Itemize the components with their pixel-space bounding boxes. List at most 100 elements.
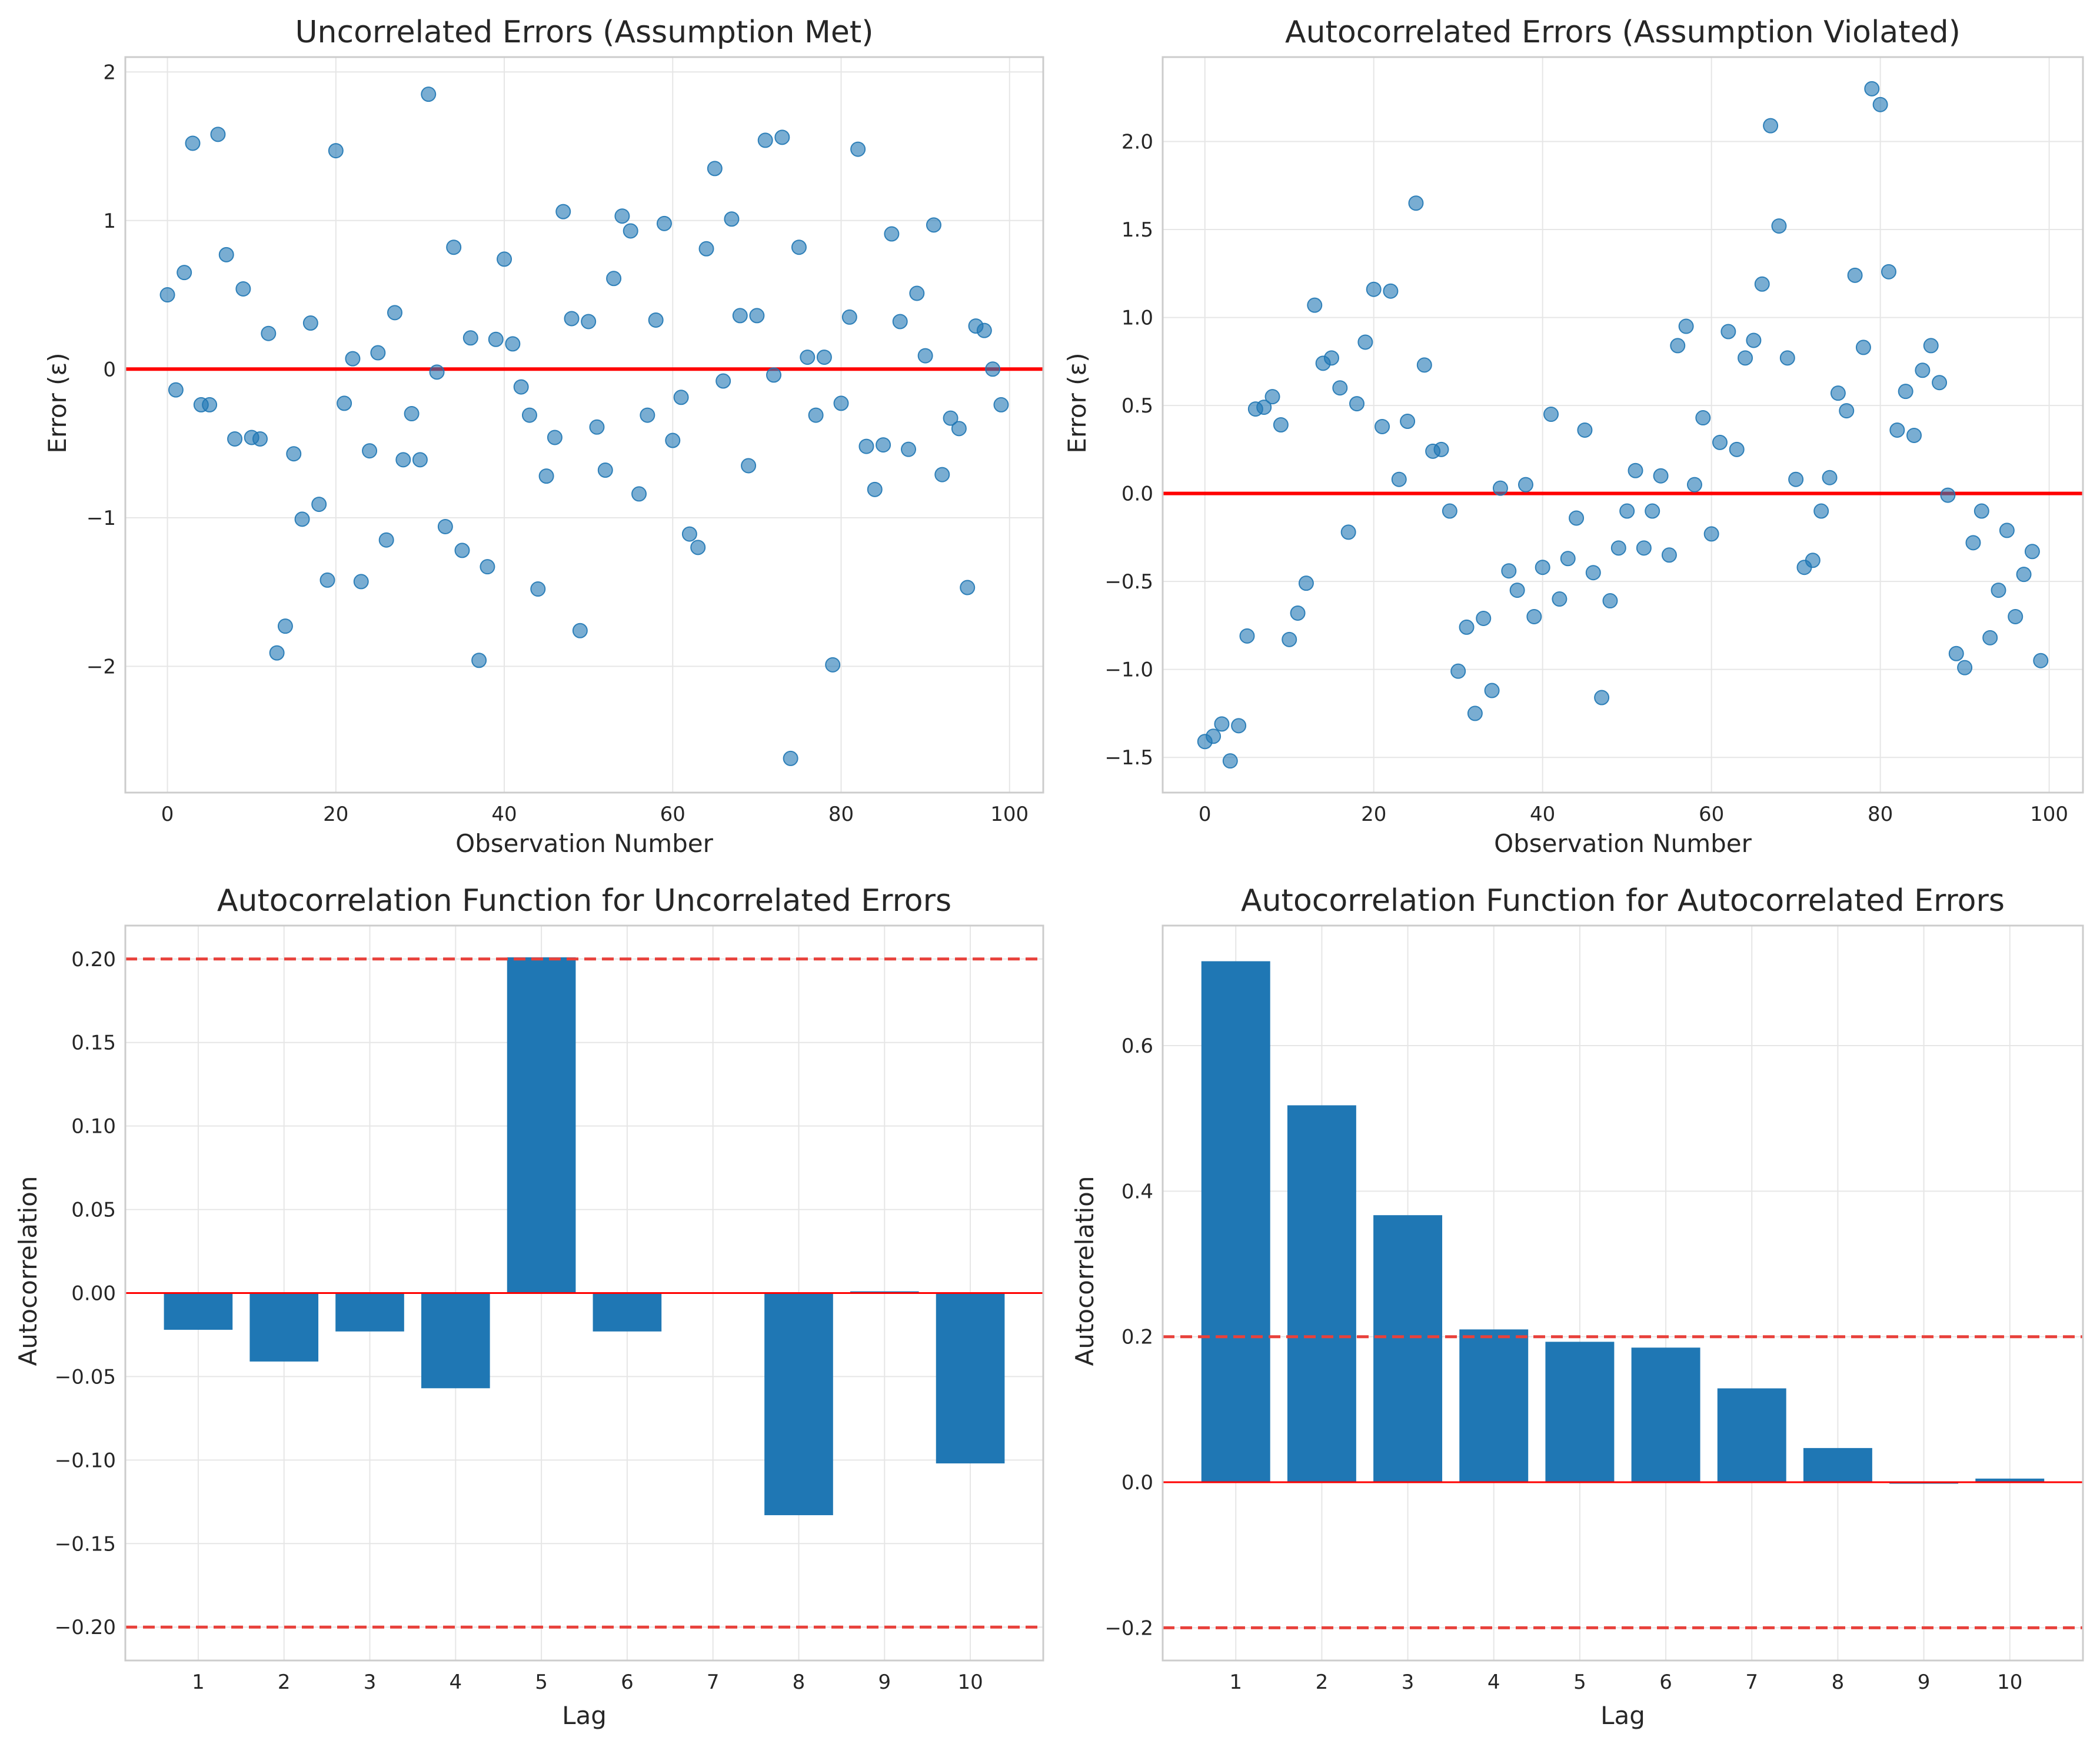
plot-area-3: 1 2 3 4 5 6 7 8 9 10 −0.2 0.0 0.2 0.4 0.6	[1104, 924, 2084, 1694]
data-point	[1830, 385, 1846, 401]
data-point	[698, 241, 714, 257]
y-tick-label: −0.20	[55, 1616, 116, 1639]
data-point	[1560, 551, 1576, 567]
data-point	[976, 322, 992, 338]
data-point	[429, 364, 445, 380]
data-point	[876, 437, 891, 453]
data-point	[1957, 660, 1973, 675]
data-point	[302, 315, 318, 331]
data-point	[1408, 195, 1424, 211]
x-tick-label: 100	[990, 803, 1029, 826]
data-point	[1509, 583, 1525, 598]
data-point	[1375, 418, 1390, 434]
x-tick-label: 40	[491, 803, 517, 826]
data-point	[648, 312, 664, 328]
data-point	[1678, 318, 1694, 334]
data-point	[1256, 400, 1272, 415]
data-point	[1501, 563, 1517, 579]
data-point	[1898, 384, 1913, 400]
data-point	[1746, 332, 1762, 348]
data-point	[1712, 434, 1728, 450]
data-point	[892, 314, 908, 330]
data-point	[623, 223, 638, 239]
x-tick-label: 6	[621, 1671, 634, 1694]
data-point	[572, 623, 588, 638]
data-point	[286, 446, 302, 462]
y-tick-label: −1	[86, 507, 116, 530]
data-point	[521, 407, 537, 423]
data-point	[547, 430, 563, 445]
data-point	[177, 265, 192, 281]
data-point	[1771, 218, 1787, 234]
x-tick-label: 5	[535, 1671, 548, 1694]
plot-area-2: 1 2 3 4 5 6 7 8 9 10 −0.20 −0.15 −0.10 −0.05 0.00 0.05 0…	[55, 924, 1044, 1694]
data-point	[1332, 380, 1348, 396]
data-point	[2033, 653, 2049, 668]
data-point	[462, 330, 478, 346]
data-point	[934, 467, 950, 482]
data-point	[1881, 264, 1896, 279]
x-axis-label: Lag	[1600, 1701, 1645, 1730]
data-point	[1543, 407, 1559, 422]
data-point	[1779, 350, 1795, 366]
data-point	[1636, 540, 1652, 556]
data-point	[681, 526, 697, 542]
x-tick-label: 8	[1832, 1671, 1845, 1694]
data-point	[858, 438, 874, 454]
data-point	[1231, 718, 1247, 734]
data-point	[2024, 544, 2040, 560]
data-point	[1476, 610, 1492, 626]
panel-uncorrelated-errors: Uncorrelated Errors (Assumption Met) Obs…	[43, 15, 874, 858]
data-point	[1889, 422, 1905, 438]
y-tick-label: 1	[103, 209, 116, 233]
data-point	[505, 336, 521, 352]
data-point	[1585, 565, 1601, 581]
data-point	[1822, 470, 1838, 485]
data-point	[1864, 81, 1880, 96]
acf-bar	[1803, 1447, 1872, 1483]
data-point	[1273, 417, 1289, 432]
data-point	[488, 331, 504, 347]
x-tick-label: 4	[1487, 1671, 1500, 1694]
y-tick-label: 1.5	[1121, 218, 1153, 242]
data-point	[1450, 663, 1466, 679]
data-point	[1602, 593, 1618, 609]
acf-bar	[936, 1293, 1005, 1464]
data-point	[960, 580, 976, 595]
axes-frame	[1162, 56, 2084, 794]
panel-acf-autocorrelated: Autocorrelation Function for Autocorrela…	[1070, 883, 2005, 1730]
data-point	[2016, 567, 2032, 583]
data-point	[1526, 608, 1542, 624]
x-tick-label: 80	[1868, 803, 1893, 826]
data-point	[1805, 553, 1821, 568]
panel-autocorrelated-errors: Autocorrelated Errors (Assumption Violat…	[1063, 15, 1961, 858]
acf-bar	[164, 1293, 233, 1330]
data-point	[606, 271, 622, 287]
data-point	[1594, 690, 1610, 706]
data-point	[715, 373, 731, 389]
acf-bar	[593, 1293, 662, 1332]
data-point	[614, 208, 630, 224]
y-axis-label: Error (ε)	[1063, 352, 1091, 453]
y-tick-label: 1.0	[1121, 307, 1153, 330]
data-point	[1552, 591, 1567, 607]
data-point	[1222, 753, 1238, 769]
data-point	[1923, 338, 1939, 354]
acf-bar	[1287, 1105, 1356, 1483]
data-point	[1214, 716, 1230, 732]
data-point	[395, 452, 411, 468]
data-point	[1492, 480, 1508, 496]
y-tick-label: 0.0	[1121, 1471, 1153, 1495]
acf-bar	[1545, 1342, 1615, 1483]
data-point	[917, 348, 933, 364]
data-point	[1653, 468, 1669, 484]
panel-acf-uncorrelated: Autocorrelation Function for Uncorrelate…	[14, 883, 951, 1730]
data-point	[471, 653, 487, 668]
acf-bar	[1631, 1347, 1700, 1483]
data-point	[589, 419, 605, 435]
data-point	[1391, 471, 1407, 487]
data-point	[353, 574, 369, 590]
x-tick-label: 20	[1361, 803, 1386, 826]
data-point	[757, 132, 773, 148]
data-point	[513, 379, 529, 395]
